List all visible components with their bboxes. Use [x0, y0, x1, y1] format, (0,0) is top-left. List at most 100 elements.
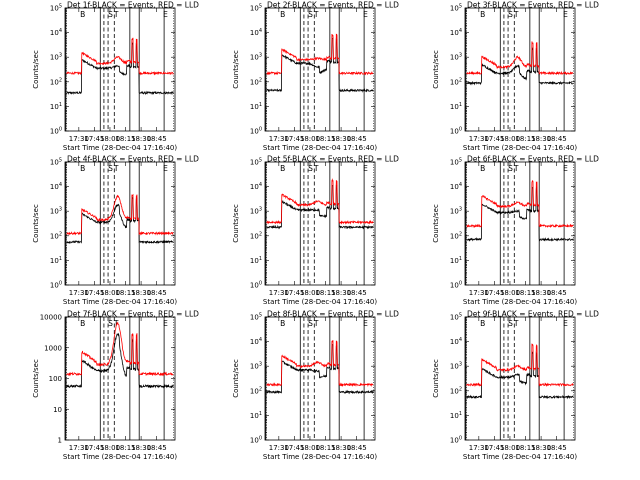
- x-tick-label: 18:30: [331, 135, 351, 143]
- x-tick-label: 18:00: [100, 289, 120, 297]
- panel-8: B S T E10010110210310410517:3017:4518:0018:…: [232, 310, 399, 462]
- interval-letter-S: S: [508, 319, 513, 328]
- y-tick-label: 103: [50, 207, 62, 216]
- panel-title: Det 3f-BLACK = Events, RED = LLD: [467, 1, 599, 10]
- x-tick-label: 18:15: [515, 444, 535, 452]
- interval-letter-B: B: [280, 10, 285, 19]
- y-tick-label: 101: [450, 256, 462, 265]
- interval-letter-S: S: [508, 164, 513, 173]
- interval-letter-E: E: [363, 164, 368, 173]
- x-tick-label: 17:45: [484, 135, 504, 143]
- series-line-red: [466, 179, 574, 229]
- interval-letter-S: S: [308, 319, 313, 328]
- panel-7: B S T E11010010001000017:3017:4518:0018:151…: [32, 310, 199, 462]
- interval-letter-S: S: [308, 10, 313, 19]
- x-tick-label: 17:30: [469, 444, 489, 452]
- series-line-red: [466, 41, 574, 76]
- interval-letter-B: B: [480, 319, 485, 328]
- x-tick-label: 18:15: [115, 444, 135, 452]
- y-tick-label: 104: [250, 28, 262, 37]
- y-axis-label: Counts/sec: [32, 359, 40, 398]
- interval-letter-T: T: [113, 10, 119, 19]
- plot-frame: [264, 316, 376, 441]
- x-axis-label: Start Time (28-Dec-04 17:16:40): [63, 144, 177, 152]
- plot-frame: [64, 161, 176, 286]
- panel-title: Det 5f-BLACK = Events, RED = LLD: [267, 155, 399, 164]
- y-tick-label: 100: [450, 281, 462, 290]
- series-line-red: [66, 321, 174, 377]
- x-tick-label: 18:00: [500, 289, 520, 297]
- x-tick-label: 17:45: [284, 289, 304, 297]
- y-tick-label: 102: [450, 386, 462, 395]
- x-tick-label: 17:30: [69, 289, 89, 297]
- series-line-red: [66, 193, 174, 236]
- y-tick-label: 102: [450, 77, 462, 86]
- interval-letter-E: E: [363, 10, 368, 19]
- interval-letter-S: S: [108, 319, 113, 328]
- y-tick-label: 100: [450, 436, 462, 445]
- x-tick-label: 17:45: [84, 444, 104, 452]
- y-tick-label: 10: [53, 406, 62, 414]
- y-tick-label: 100: [250, 281, 262, 290]
- panel-3: B S T E10010110210310410517:3017:4518:0018:…: [432, 1, 599, 153]
- x-tick-label: 18:15: [115, 289, 135, 297]
- x-tick-label: 18:15: [515, 289, 535, 297]
- y-tick-label: 103: [250, 53, 262, 62]
- x-tick-label: 17:30: [469, 135, 489, 143]
- x-tick-label: 18:45: [547, 289, 567, 297]
- plot-frame: [464, 7, 576, 132]
- y-axis-label: Counts/sec: [232, 50, 240, 89]
- panel-5: B S T E10010110210310410517:3017:4518:0018:…: [232, 155, 399, 307]
- interval-letter-T: T: [313, 164, 319, 173]
- x-tick-label: 18:45: [147, 289, 167, 297]
- y-axis-label: Counts/sec: [432, 359, 440, 398]
- y-tick-label: 105: [250, 158, 262, 167]
- x-tick-label: 17:30: [269, 135, 289, 143]
- interval-letter-T: T: [513, 10, 519, 19]
- interval-letter-E: E: [563, 319, 568, 328]
- y-axis-label: Counts/sec: [232, 204, 240, 243]
- interval-letter-E: E: [363, 319, 368, 328]
- y-tick-label: 102: [250, 386, 262, 395]
- x-axis-label: Start Time (28-Dec-04 17:16:40): [263, 144, 377, 152]
- y-tick-label: 100: [250, 436, 262, 445]
- plot-frame: [464, 161, 576, 286]
- interval-letter-S: S: [108, 164, 113, 173]
- plot-frame: [64, 7, 176, 132]
- panel-2: B S T E10010110210310410517:3017:4518:0018:…: [232, 1, 399, 153]
- x-tick-label: 18:45: [347, 289, 367, 297]
- y-tick-label: 102: [50, 77, 62, 86]
- x-tick-label: 18:15: [315, 444, 335, 452]
- y-tick-label: 101: [50, 256, 62, 265]
- x-tick-label: 18:45: [347, 444, 367, 452]
- x-tick-label: 17:45: [484, 444, 504, 452]
- series-line-black: [66, 42, 174, 96]
- interval-letter-S: S: [108, 10, 113, 19]
- y-tick-label: 1: [58, 437, 62, 445]
- series-line-black: [266, 184, 374, 230]
- x-tick-label: 18:30: [531, 135, 551, 143]
- y-tick-label: 104: [250, 182, 262, 191]
- x-tick-label: 18:45: [547, 135, 567, 143]
- series-line-black: [266, 37, 374, 93]
- y-tick-label: 105: [50, 4, 62, 13]
- series-line-black: [266, 344, 374, 395]
- y-tick-label: 104: [450, 182, 462, 191]
- series-line-black: [466, 350, 574, 400]
- series-line-red: [266, 178, 374, 225]
- y-axis-label: Counts/sec: [432, 204, 440, 243]
- panel-title: Det 9f-BLACK = Events, RED = LLD: [467, 310, 599, 319]
- y-tick-label: 101: [50, 102, 62, 111]
- x-tick-label: 18:15: [115, 135, 135, 143]
- y-axis-label: Counts/sec: [232, 359, 240, 398]
- y-tick-label: 101: [250, 411, 262, 420]
- interval-letter-E: E: [163, 319, 168, 328]
- panel-6: B S T E10010110210310410517:3017:4518:0018:…: [432, 155, 599, 307]
- y-tick-label: 100: [50, 127, 62, 136]
- series-line-black: [66, 196, 174, 245]
- x-tick-label: 18:45: [547, 444, 567, 452]
- series-line-black: [66, 332, 174, 389]
- x-tick-label: 18:15: [315, 289, 335, 297]
- interval-letter-E: E: [563, 164, 568, 173]
